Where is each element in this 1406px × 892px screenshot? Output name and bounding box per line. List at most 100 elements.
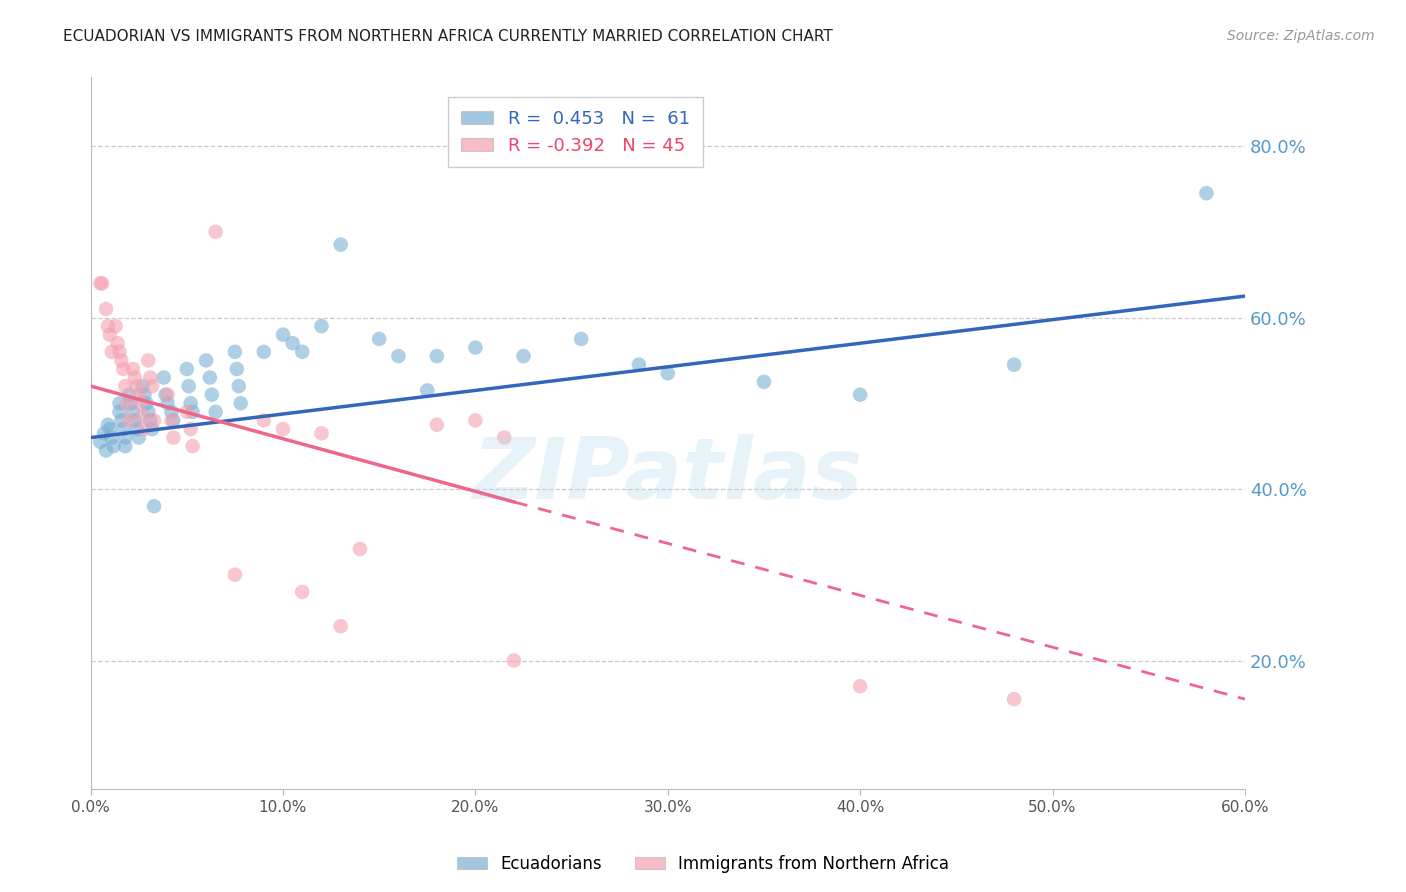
Point — [155, 387, 177, 401]
Point — [494, 431, 516, 445]
Point — [143, 499, 166, 513]
Point — [464, 413, 486, 427]
Point — [569, 332, 592, 346]
Point — [97, 417, 120, 432]
Point — [115, 396, 138, 410]
Point — [134, 387, 156, 401]
Point — [100, 344, 122, 359]
Point — [114, 439, 136, 453]
Point — [177, 379, 200, 393]
Legend: Ecuadorians, Immigrants from Northern Africa: Ecuadorians, Immigrants from Northern Af… — [450, 848, 956, 880]
Point — [225, 362, 247, 376]
Point — [271, 422, 294, 436]
Point — [122, 362, 145, 376]
Point — [201, 387, 224, 401]
Point — [135, 396, 157, 410]
Point — [97, 319, 120, 334]
Point — [311, 426, 333, 441]
Point — [156, 387, 179, 401]
Point — [160, 413, 183, 427]
Point — [204, 225, 226, 239]
Text: Source: ZipAtlas.com: Source: ZipAtlas.com — [1227, 29, 1375, 44]
Point — [368, 332, 391, 346]
Point — [291, 585, 314, 599]
Point — [181, 405, 204, 419]
Point — [94, 443, 117, 458]
Point — [176, 405, 198, 419]
Point — [502, 653, 524, 667]
Point — [752, 375, 775, 389]
Point — [198, 370, 221, 384]
Point — [291, 344, 314, 359]
Point — [156, 396, 179, 410]
Point — [89, 434, 111, 449]
Point — [136, 405, 159, 419]
Point — [162, 431, 184, 445]
Point — [124, 370, 146, 384]
Point — [98, 327, 121, 342]
Point — [104, 319, 127, 334]
Point — [128, 387, 150, 401]
Point — [657, 366, 679, 380]
Point — [176, 362, 198, 376]
Point — [114, 431, 136, 445]
Point — [110, 353, 132, 368]
Text: ECUADORIAN VS IMMIGRANTS FROM NORTHERN AFRICA CURRENTLY MARRIED CORRELATION CHAR: ECUADORIAN VS IMMIGRANTS FROM NORTHERN A… — [63, 29, 832, 45]
Point — [329, 237, 352, 252]
Point — [118, 413, 141, 427]
Point — [100, 431, 122, 445]
Point — [281, 336, 304, 351]
Point — [141, 379, 163, 393]
Point — [387, 349, 409, 363]
Point — [108, 405, 131, 419]
Point — [112, 422, 135, 436]
Point — [224, 344, 246, 359]
Point — [112, 362, 135, 376]
Point — [125, 422, 148, 436]
Point — [141, 422, 163, 436]
Point — [329, 619, 352, 633]
Point — [124, 413, 146, 427]
Point — [253, 413, 276, 427]
Point — [129, 396, 152, 410]
Point — [416, 384, 439, 398]
Point — [1002, 692, 1025, 706]
Point — [627, 358, 650, 372]
Point — [89, 277, 111, 291]
Point — [131, 379, 153, 393]
Point — [229, 396, 252, 410]
Point — [152, 370, 174, 384]
Point — [271, 327, 294, 342]
Point — [114, 379, 136, 393]
Point — [139, 413, 162, 427]
Point — [224, 567, 246, 582]
Point — [1195, 186, 1218, 201]
Point — [143, 413, 166, 427]
Point — [139, 370, 162, 384]
Point — [181, 439, 204, 453]
Point — [108, 396, 131, 410]
Point — [849, 679, 872, 693]
Point — [512, 349, 534, 363]
Point — [93, 426, 115, 441]
Point — [253, 344, 276, 359]
Point — [349, 542, 371, 557]
Point — [162, 413, 184, 427]
Point — [108, 344, 131, 359]
Point — [120, 396, 142, 410]
Point — [118, 387, 141, 401]
Point — [311, 319, 333, 334]
Point — [195, 353, 218, 368]
Point — [107, 336, 129, 351]
Point — [180, 422, 202, 436]
Point — [204, 405, 226, 419]
Legend: R =  0.453   N =  61, R = -0.392   N = 45: R = 0.453 N = 61, R = -0.392 N = 45 — [449, 97, 703, 168]
Point — [94, 301, 117, 316]
Point — [122, 405, 145, 419]
Text: ZIPatlas: ZIPatlas — [472, 434, 863, 517]
Point — [426, 349, 449, 363]
Point — [160, 405, 183, 419]
Point — [180, 396, 202, 410]
Point — [1002, 358, 1025, 372]
Point — [134, 422, 156, 436]
